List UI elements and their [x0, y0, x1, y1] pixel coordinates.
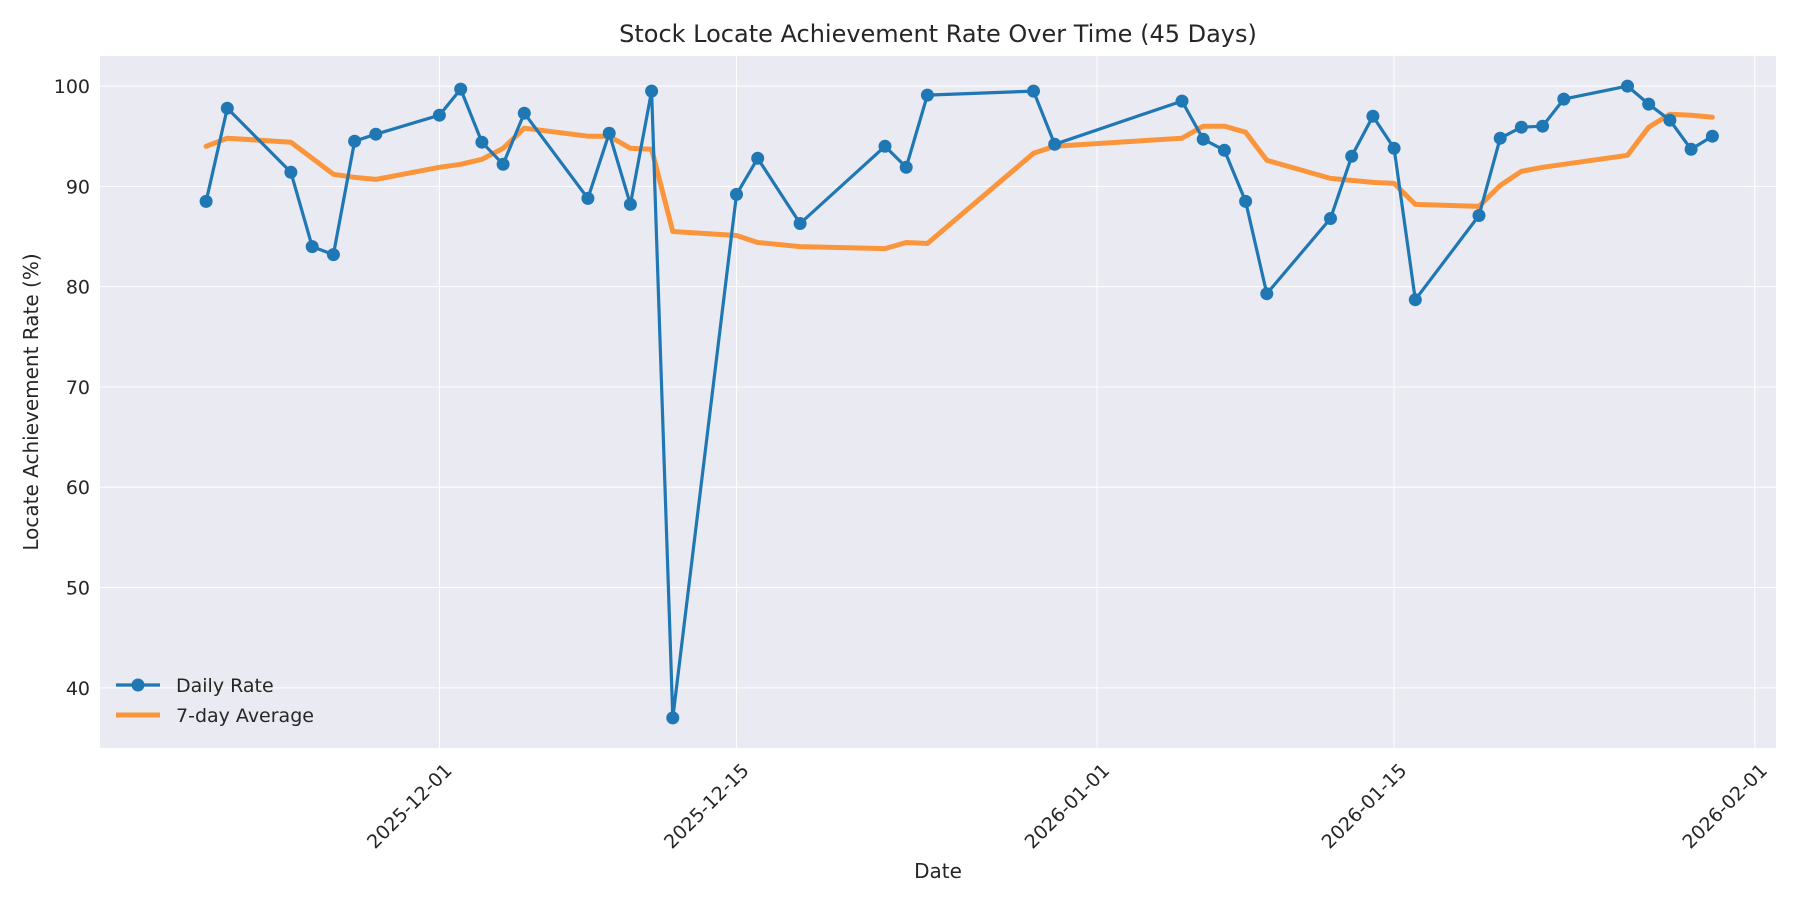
data-point-daily-rate [1387, 141, 1401, 155]
data-point-daily-rate [793, 217, 807, 230]
y-axis-title: Locate Achievement Rate (%) [19, 253, 43, 550]
y-tick-label: 90 [66, 176, 90, 198]
data-point-daily-rate [645, 84, 659, 98]
data-point-daily-rate [1345, 149, 1359, 163]
data-point-daily-rate [1048, 137, 1062, 151]
data-point-daily-rate [1536, 119, 1550, 133]
x-axis-title: Date [914, 859, 962, 883]
data-point-daily-rate [199, 194, 213, 208]
data-point-daily-rate [1493, 131, 1507, 145]
series-line-7-day-average [203, 111, 1715, 252]
data-point-daily-rate [1027, 84, 1040, 98]
data-point-daily-rate [1324, 212, 1337, 225]
data-point-daily-rate [1472, 209, 1486, 222]
data-point-daily-rate [1684, 142, 1698, 156]
data-point-daily-rate [475, 135, 489, 149]
data-point-daily-rate [920, 88, 934, 102]
data-point-daily-rate [284, 165, 298, 179]
legend-label-daily-rate: Daily Rate [176, 675, 274, 697]
data-point-daily-rate [730, 187, 743, 201]
data-point-daily-rate [623, 197, 637, 211]
data-point-daily-rate [878, 139, 892, 153]
y-tick-label: 100 [54, 76, 90, 98]
data-point-daily-rate [369, 127, 383, 141]
series-layer [199, 79, 1719, 725]
data-point-daily-rate [1260, 287, 1274, 301]
data-point-daily-rate [1366, 109, 1380, 123]
data-point-daily-rate [1239, 194, 1253, 208]
data-point-daily-rate [454, 82, 468, 96]
y-tick-label: 40 [66, 678, 90, 700]
data-point-daily-rate [1175, 94, 1189, 108]
data-point-daily-rate [1514, 120, 1528, 134]
data-point-daily-rate [1642, 97, 1656, 111]
data-point-daily-rate [517, 106, 531, 120]
plot-area [100, 56, 1776, 748]
y-tick-label: 50 [66, 578, 90, 600]
legend: Daily Rate 7-day Average [116, 675, 314, 727]
data-point-daily-rate [1663, 113, 1677, 127]
y-tick-label: 60 [66, 477, 90, 499]
data-point-daily-rate [1621, 79, 1634, 93]
data-point-daily-rate [581, 191, 595, 205]
data-point-daily-rate [326, 248, 340, 262]
legend-label-7-day-average: 7-day Average [176, 705, 314, 727]
data-point-daily-rate [432, 108, 446, 122]
y-tick-label: 80 [66, 277, 90, 299]
data-point-daily-rate [305, 240, 319, 254]
y-tick-label: 70 [66, 377, 90, 399]
data-point-daily-rate [899, 160, 913, 174]
legend-marker-daily-rate [131, 678, 145, 692]
data-point-daily-rate [1705, 129, 1719, 143]
grid-lines [100, 56, 1776, 748]
data-point-daily-rate [751, 151, 765, 165]
data-point-daily-rate [1557, 92, 1571, 106]
data-point-daily-rate [602, 126, 616, 140]
data-point-daily-rate [666, 711, 680, 725]
data-point-daily-rate [496, 157, 510, 171]
data-point-daily-rate [348, 134, 362, 148]
data-point-daily-rate [1217, 143, 1231, 157]
data-point-daily-rate [220, 101, 234, 115]
data-point-daily-rate [1408, 293, 1422, 307]
chart-title: Stock Locate Achievement Rate Over Time … [619, 20, 1257, 48]
data-point-daily-rate [1196, 132, 1210, 146]
